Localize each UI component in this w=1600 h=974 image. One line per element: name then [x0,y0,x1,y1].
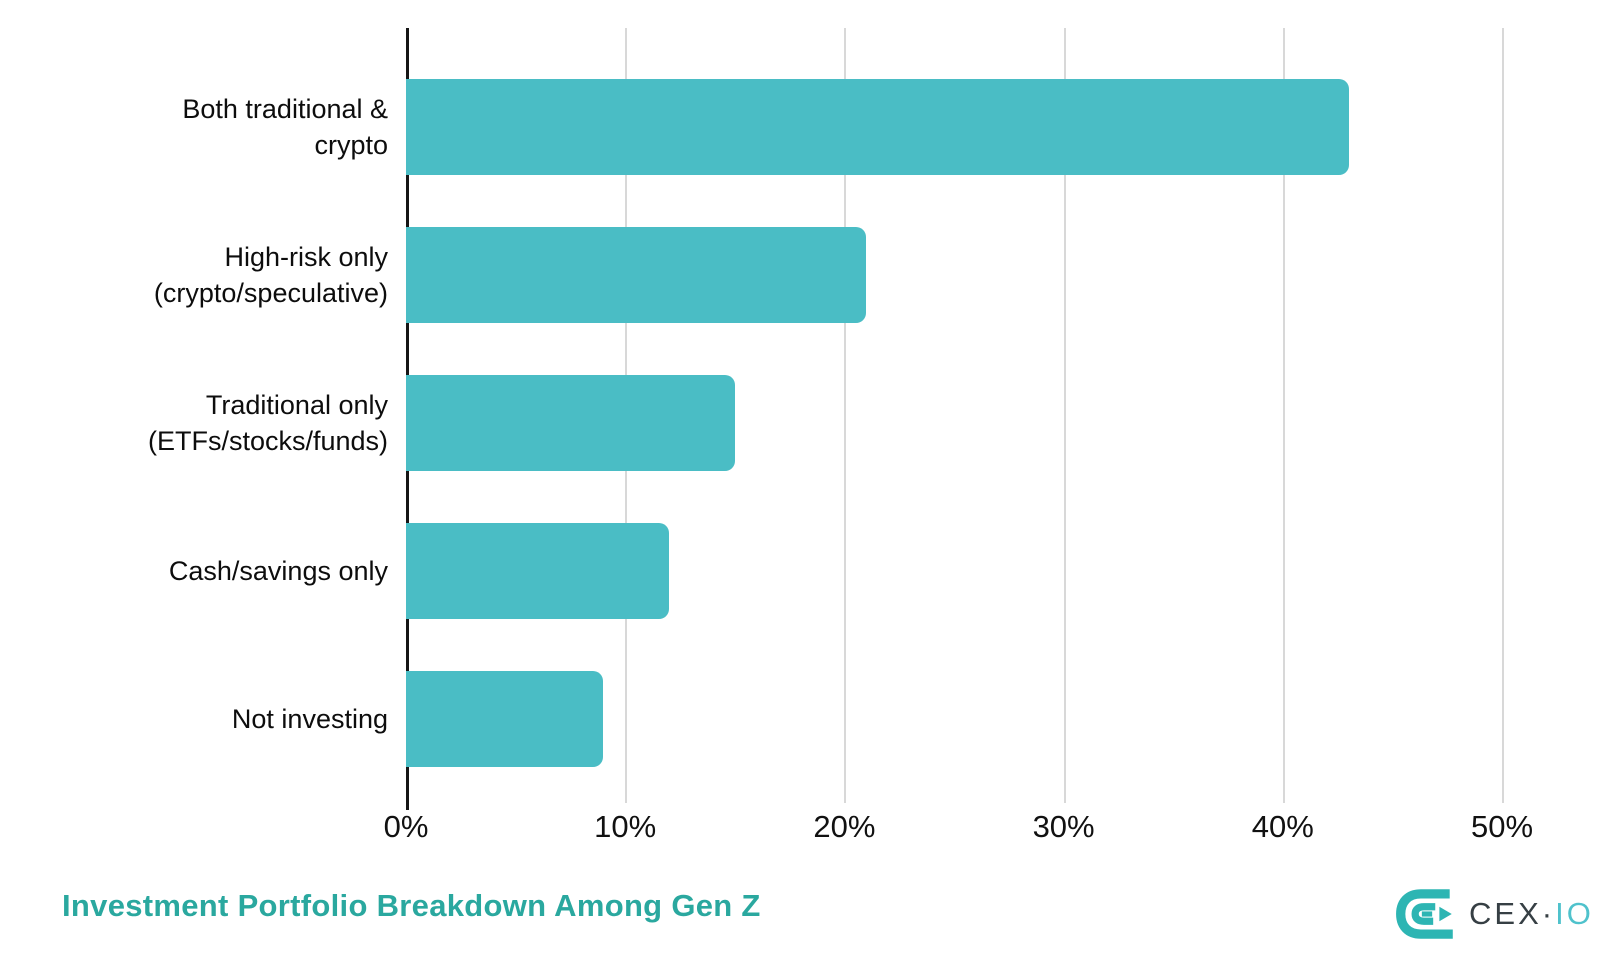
cexio-logo: CEX·IO [1394,886,1594,942]
x-tick-label: 50% [1470,809,1534,844]
gridline [1063,28,1066,803]
x-tick-label: 20% [813,809,876,844]
bar [406,375,735,471]
x-tick-label: 40% [1251,809,1314,844]
category-label: Traditional only (ETFs/stocks/funds) [147,390,388,456]
bar [406,671,604,767]
gridline [1502,28,1504,803]
x-tick-label: 30% [1032,809,1095,844]
category-label: Not investing [231,704,388,734]
bar [406,523,670,619]
gridline [844,28,847,803]
bar [406,79,1349,175]
gridline [1282,28,1285,803]
chart-title: Investment Portfolio Breakdown Among Gen… [62,888,761,923]
cexio-wordmark: CEX·IO [1469,896,1594,932]
bar [406,227,867,323]
category-label: High-risk only (crypto/speculative) [153,242,388,308]
category-label: Both traditional & crypto [182,94,388,160]
x-tick-label: 0% [383,809,429,844]
category-label: Cash/savings only [168,556,388,586]
cexio-logo-icon [1396,889,1453,939]
logo-wordmark-dark: CEX· [1469,896,1556,931]
x-tick-label: 10% [594,809,657,844]
logo-wordmark-teal: IO [1555,896,1594,931]
